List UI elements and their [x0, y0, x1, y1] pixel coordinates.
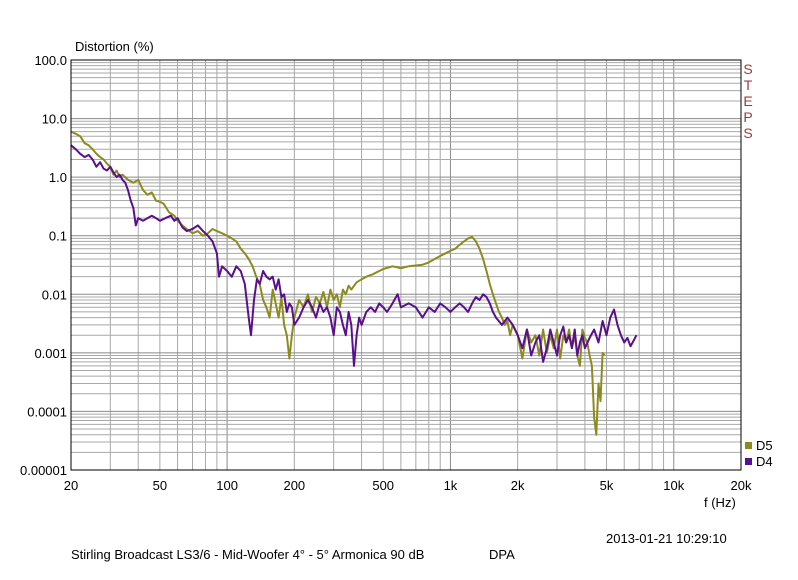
x-tick-label: 5k: [600, 478, 614, 493]
x-tick-label: 10k: [663, 478, 684, 493]
x-tick-label: 50: [153, 478, 167, 493]
y-tick-label: 10.0: [42, 112, 67, 127]
caption: Stirling Broadcast LS3/6 - Mid-Woofer 4°…: [71, 547, 425, 562]
x-tick-label: 20: [64, 478, 78, 493]
timestamp: 2013-01-21 10:29:10: [606, 531, 727, 546]
series-line-d4: [70, 144, 638, 367]
y-axis-label: Distortion (%): [75, 39, 154, 54]
legend-swatch-d5: [745, 442, 752, 449]
x-axis-label: f (Hz): [704, 495, 736, 510]
steps-letter: P: [743, 109, 752, 125]
steps-letter: S: [743, 125, 752, 141]
y-tick-label: 0.1: [49, 229, 67, 244]
y-tick-label: 100.0: [34, 53, 67, 68]
steps-letter: T: [744, 77, 753, 93]
x-tick-label: 200: [283, 478, 305, 493]
y-tick-label: 1.0: [49, 170, 67, 185]
y-tick-label: 0.001: [34, 346, 67, 361]
y-tick-label: 0.00001: [20, 463, 67, 478]
x-tick-label: 20k: [731, 478, 752, 493]
x-tick-label: 100: [216, 478, 238, 493]
chart-ticks: 20 50 100 200 500 1k 2k 5k 10k 20k 100.0 10.0 1.0 0.1…: [20, 53, 752, 493]
x-tick-label: 500: [372, 478, 394, 493]
legend-label-d5: D5: [756, 438, 773, 453]
legend-swatch-d4: [745, 458, 752, 465]
chart-grid: [71, 60, 741, 470]
x-tick-label: 2k: [511, 478, 525, 493]
steps-letter: E: [743, 93, 752, 109]
plot-frame: [70, 59, 742, 471]
legend-label-d4: D4: [756, 454, 773, 469]
chart-series: [70, 130, 638, 436]
mic-label: DPA: [489, 547, 515, 562]
steps-letter: S: [743, 61, 752, 77]
y-tick-label: 0.0001: [27, 404, 67, 419]
x-tick-label: 1k: [444, 478, 458, 493]
y-tick-label: 0.01: [42, 287, 67, 302]
series-line-d5: [70, 130, 606, 436]
